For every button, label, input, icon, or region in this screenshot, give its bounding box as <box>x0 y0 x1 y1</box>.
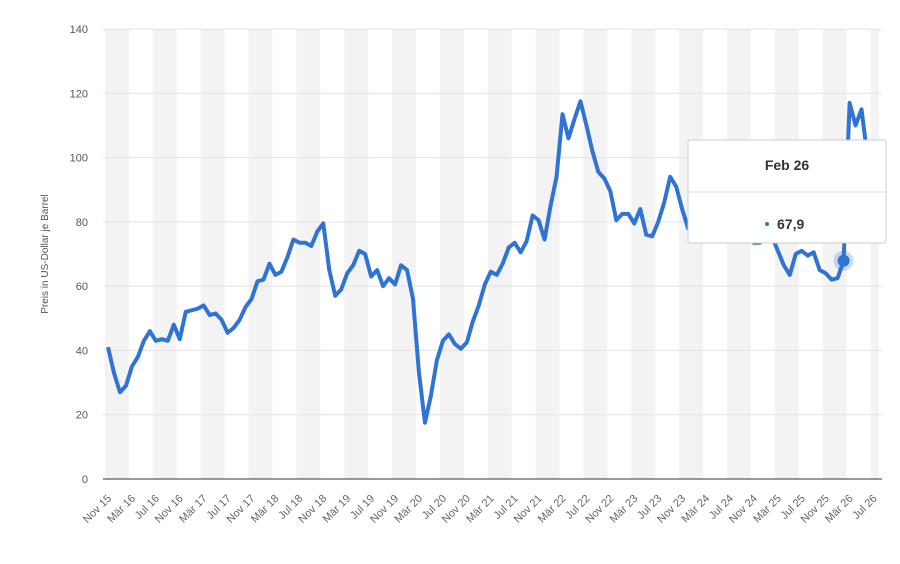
y-tick-label: 40 <box>76 345 88 357</box>
y-tick-label: 60 <box>76 281 88 293</box>
band <box>392 29 416 479</box>
band <box>200 29 225 479</box>
band <box>535 29 560 479</box>
band <box>152 29 177 479</box>
tooltip-title: Feb 26 <box>765 157 810 173</box>
y-tick-label: 80 <box>76 217 88 229</box>
y-axis-label: Preis in US-Dollar je Barrel <box>40 194 51 313</box>
tooltip-bullet <box>765 222 769 226</box>
y-tick-label: 120 <box>70 88 88 100</box>
y-tick-label: 0 <box>82 474 88 486</box>
band <box>105 29 129 479</box>
tooltip-value: 67,9 <box>777 216 804 232</box>
band <box>679 29 704 479</box>
y-tick-label: 20 <box>76 410 88 422</box>
band <box>583 29 608 479</box>
band <box>439 29 464 479</box>
tooltip: Feb 26 67,9 <box>687 139 887 244</box>
band <box>726 29 751 479</box>
band <box>870 29 879 479</box>
band <box>296 29 321 479</box>
hover-marker <box>837 254 850 267</box>
y-tick-label: 100 <box>70 153 88 165</box>
y-tick-label: 140 <box>70 24 88 36</box>
band <box>248 29 273 479</box>
band <box>487 29 512 479</box>
x-tick-label: Jul 26 <box>850 493 879 522</box>
bands <box>105 29 879 479</box>
band <box>631 29 656 479</box>
